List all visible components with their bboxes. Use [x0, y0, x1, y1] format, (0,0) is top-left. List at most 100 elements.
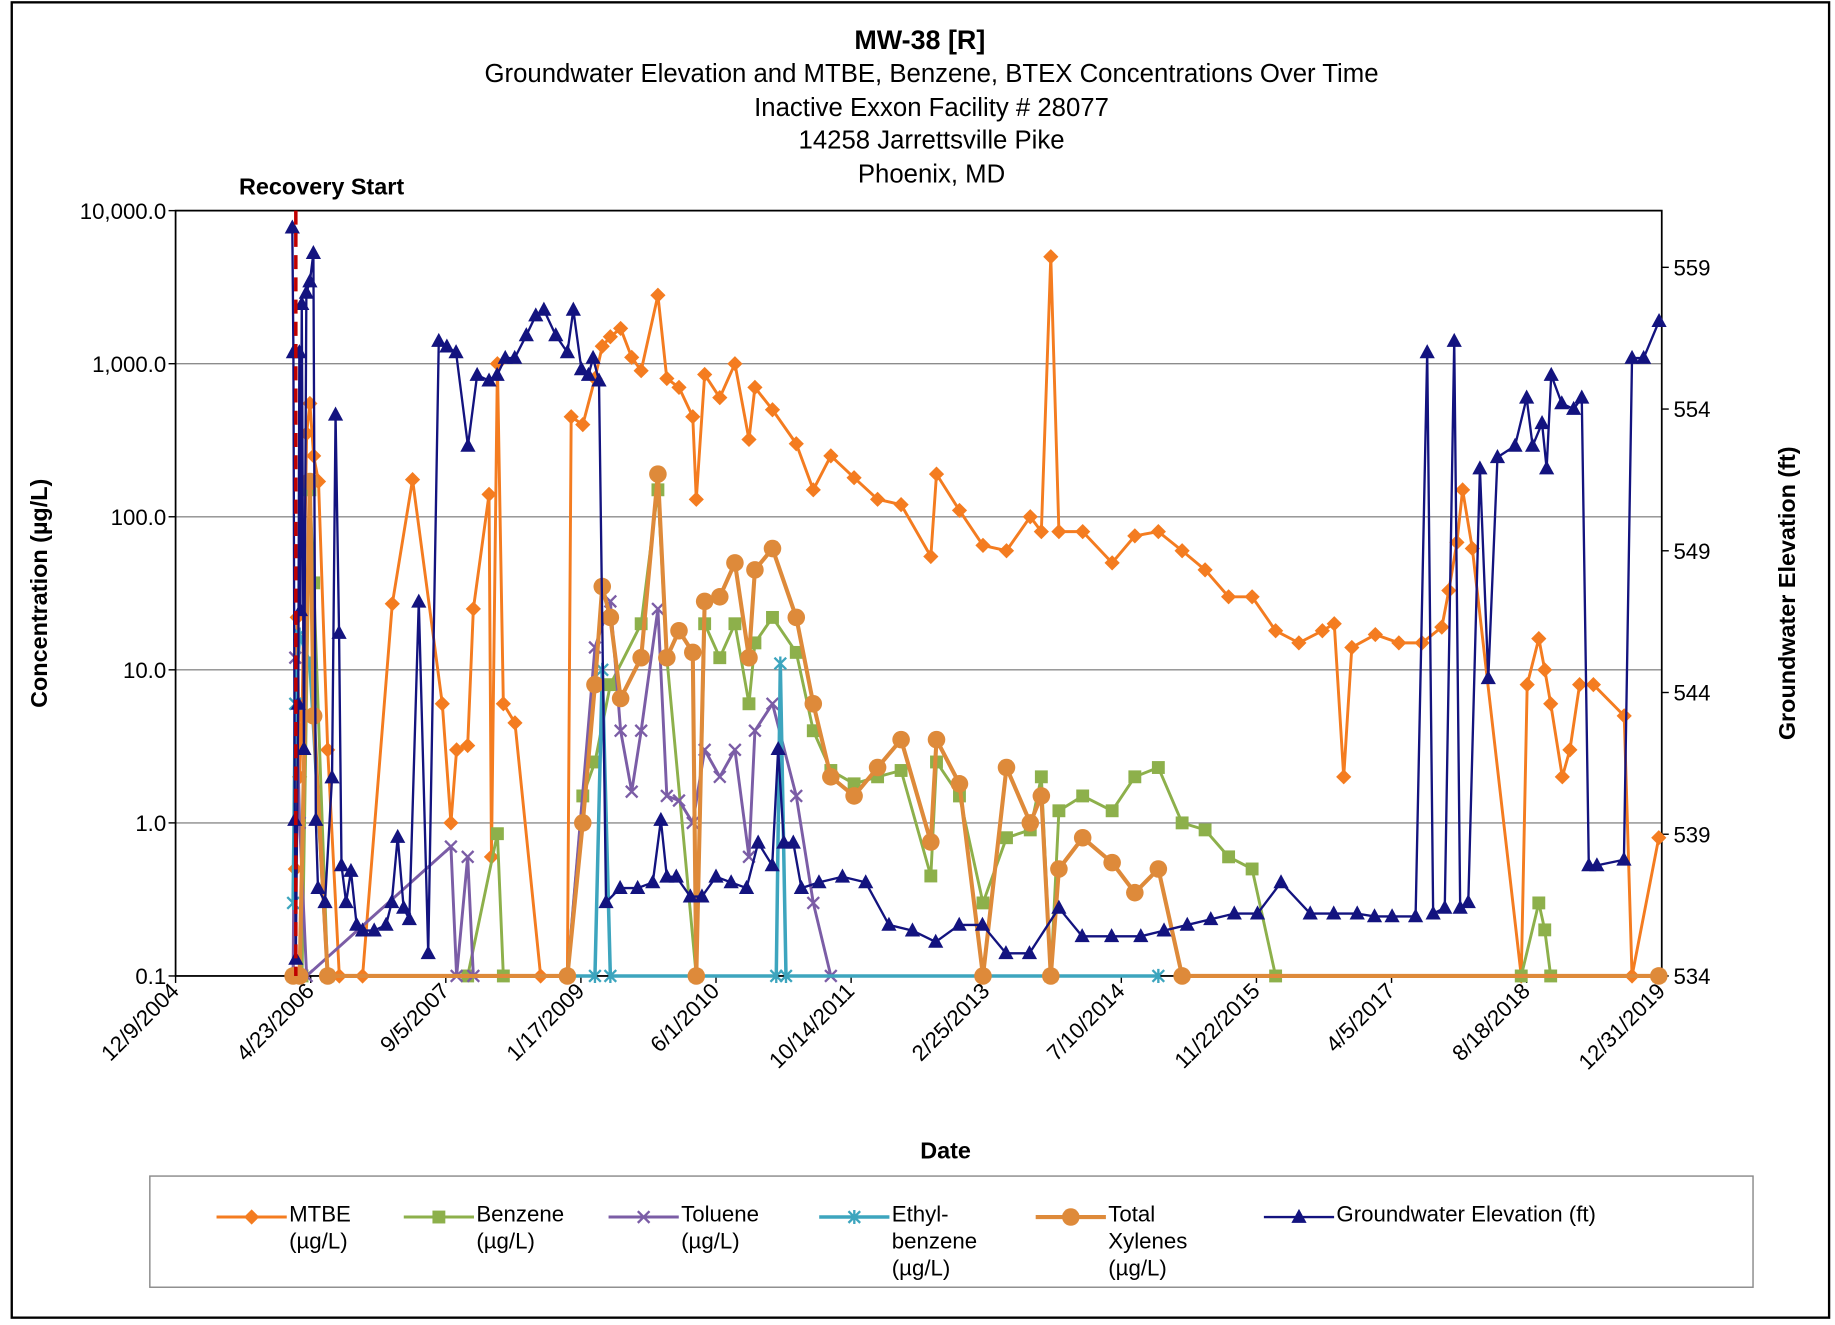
marker	[712, 390, 728, 406]
marker	[1585, 677, 1601, 693]
marker	[507, 715, 523, 731]
marker	[294, 295, 310, 311]
marker	[750, 834, 766, 849]
legend-entry: Groundwater Elevation (ft)	[1336, 1202, 1596, 1228]
marker	[1539, 460, 1555, 475]
legend-label: Groundwater Elevation (ft)	[1336, 1202, 1596, 1228]
marker	[1103, 928, 1120, 943]
marker	[773, 656, 788, 671]
marker	[401, 911, 417, 926]
series-line	[291, 227, 1661, 961]
marker	[574, 814, 592, 832]
marker	[804, 695, 823, 713]
marker	[653, 811, 669, 826]
y-tick-label: 1.0	[135, 811, 166, 836]
marker	[575, 417, 591, 433]
series	[284, 219, 1667, 965]
marker	[1222, 850, 1236, 864]
marker	[660, 789, 674, 803]
marker	[688, 491, 704, 507]
marker	[461, 850, 475, 864]
marker	[548, 327, 564, 342]
marker	[1589, 857, 1605, 872]
marker	[1076, 789, 1090, 803]
marker	[305, 244, 321, 260]
marker	[1543, 366, 1559, 381]
marker	[613, 724, 628, 738]
legend-marker	[636, 1210, 651, 1224]
marker	[563, 409, 579, 425]
marker	[1574, 389, 1590, 404]
legend-box	[149, 1175, 1754, 1288]
legend-marker	[244, 1209, 260, 1225]
marker	[431, 332, 447, 347]
marker	[927, 730, 946, 749]
marker	[713, 651, 727, 665]
marker	[1050, 860, 1068, 878]
marker	[1616, 851, 1632, 866]
marker	[1104, 555, 1120, 571]
marker	[354, 922, 371, 937]
marker	[1175, 816, 1189, 830]
marker	[536, 301, 552, 316]
marker	[779, 968, 793, 983]
marker	[603, 678, 617, 692]
marker	[1489, 449, 1506, 464]
legend-label: MTBE (µg/L)	[289, 1202, 351, 1255]
marker	[1149, 860, 1168, 878]
marker	[1651, 312, 1667, 328]
y2-tick-label: 539	[1673, 822, 1710, 847]
marker	[1534, 415, 1550, 430]
marker	[1022, 509, 1038, 525]
marker	[806, 724, 820, 738]
marker	[1000, 831, 1013, 845]
marker	[308, 811, 324, 826]
marker	[726, 554, 744, 572]
marker	[469, 366, 485, 381]
y-tick-label: 10,000.0	[80, 199, 167, 224]
marker	[318, 967, 337, 985]
marker	[1105, 804, 1119, 818]
marker	[1043, 249, 1059, 265]
y2-tick-label: 534	[1673, 964, 1710, 989]
marker	[460, 737, 476, 754]
marker	[580, 366, 597, 381]
marker	[1032, 787, 1051, 805]
marker	[558, 967, 577, 985]
legend-marker	[432, 1210, 446, 1224]
marker	[1033, 523, 1049, 540]
marker	[1302, 905, 1318, 920]
marker	[764, 857, 780, 872]
marker	[1384, 908, 1400, 923]
marker	[384, 894, 400, 909]
y-tick-label: 100.0	[111, 505, 167, 530]
marker	[668, 868, 684, 883]
marker	[333, 857, 350, 872]
marker	[1226, 905, 1242, 920]
legend-label: Toluene (µg/L)	[681, 1202, 760, 1255]
marker	[1074, 928, 1090, 943]
marker	[671, 379, 687, 396]
marker	[1344, 639, 1360, 656]
marker	[1407, 908, 1424, 923]
marker	[331, 624, 347, 639]
marker	[789, 645, 803, 659]
marker	[612, 879, 628, 894]
marker	[834, 868, 851, 883]
y-tick-label: 0.1	[135, 964, 166, 989]
marker	[420, 945, 436, 960]
y2-tick-label: 549	[1673, 539, 1710, 564]
marker	[683, 643, 702, 662]
marker	[625, 784, 639, 799]
y2-tick-label: 544	[1673, 681, 1710, 706]
y2-axis-label: Groundwater Elevation (ft)	[1774, 446, 1800, 740]
marker	[766, 610, 779, 624]
marker	[1538, 923, 1552, 937]
marker	[443, 815, 459, 831]
marker	[793, 879, 810, 894]
marker	[682, 888, 698, 903]
marker	[1524, 437, 1541, 452]
marker	[1425, 905, 1441, 920]
marker	[1636, 349, 1652, 364]
y2-tick-label: 554	[1673, 397, 1710, 422]
